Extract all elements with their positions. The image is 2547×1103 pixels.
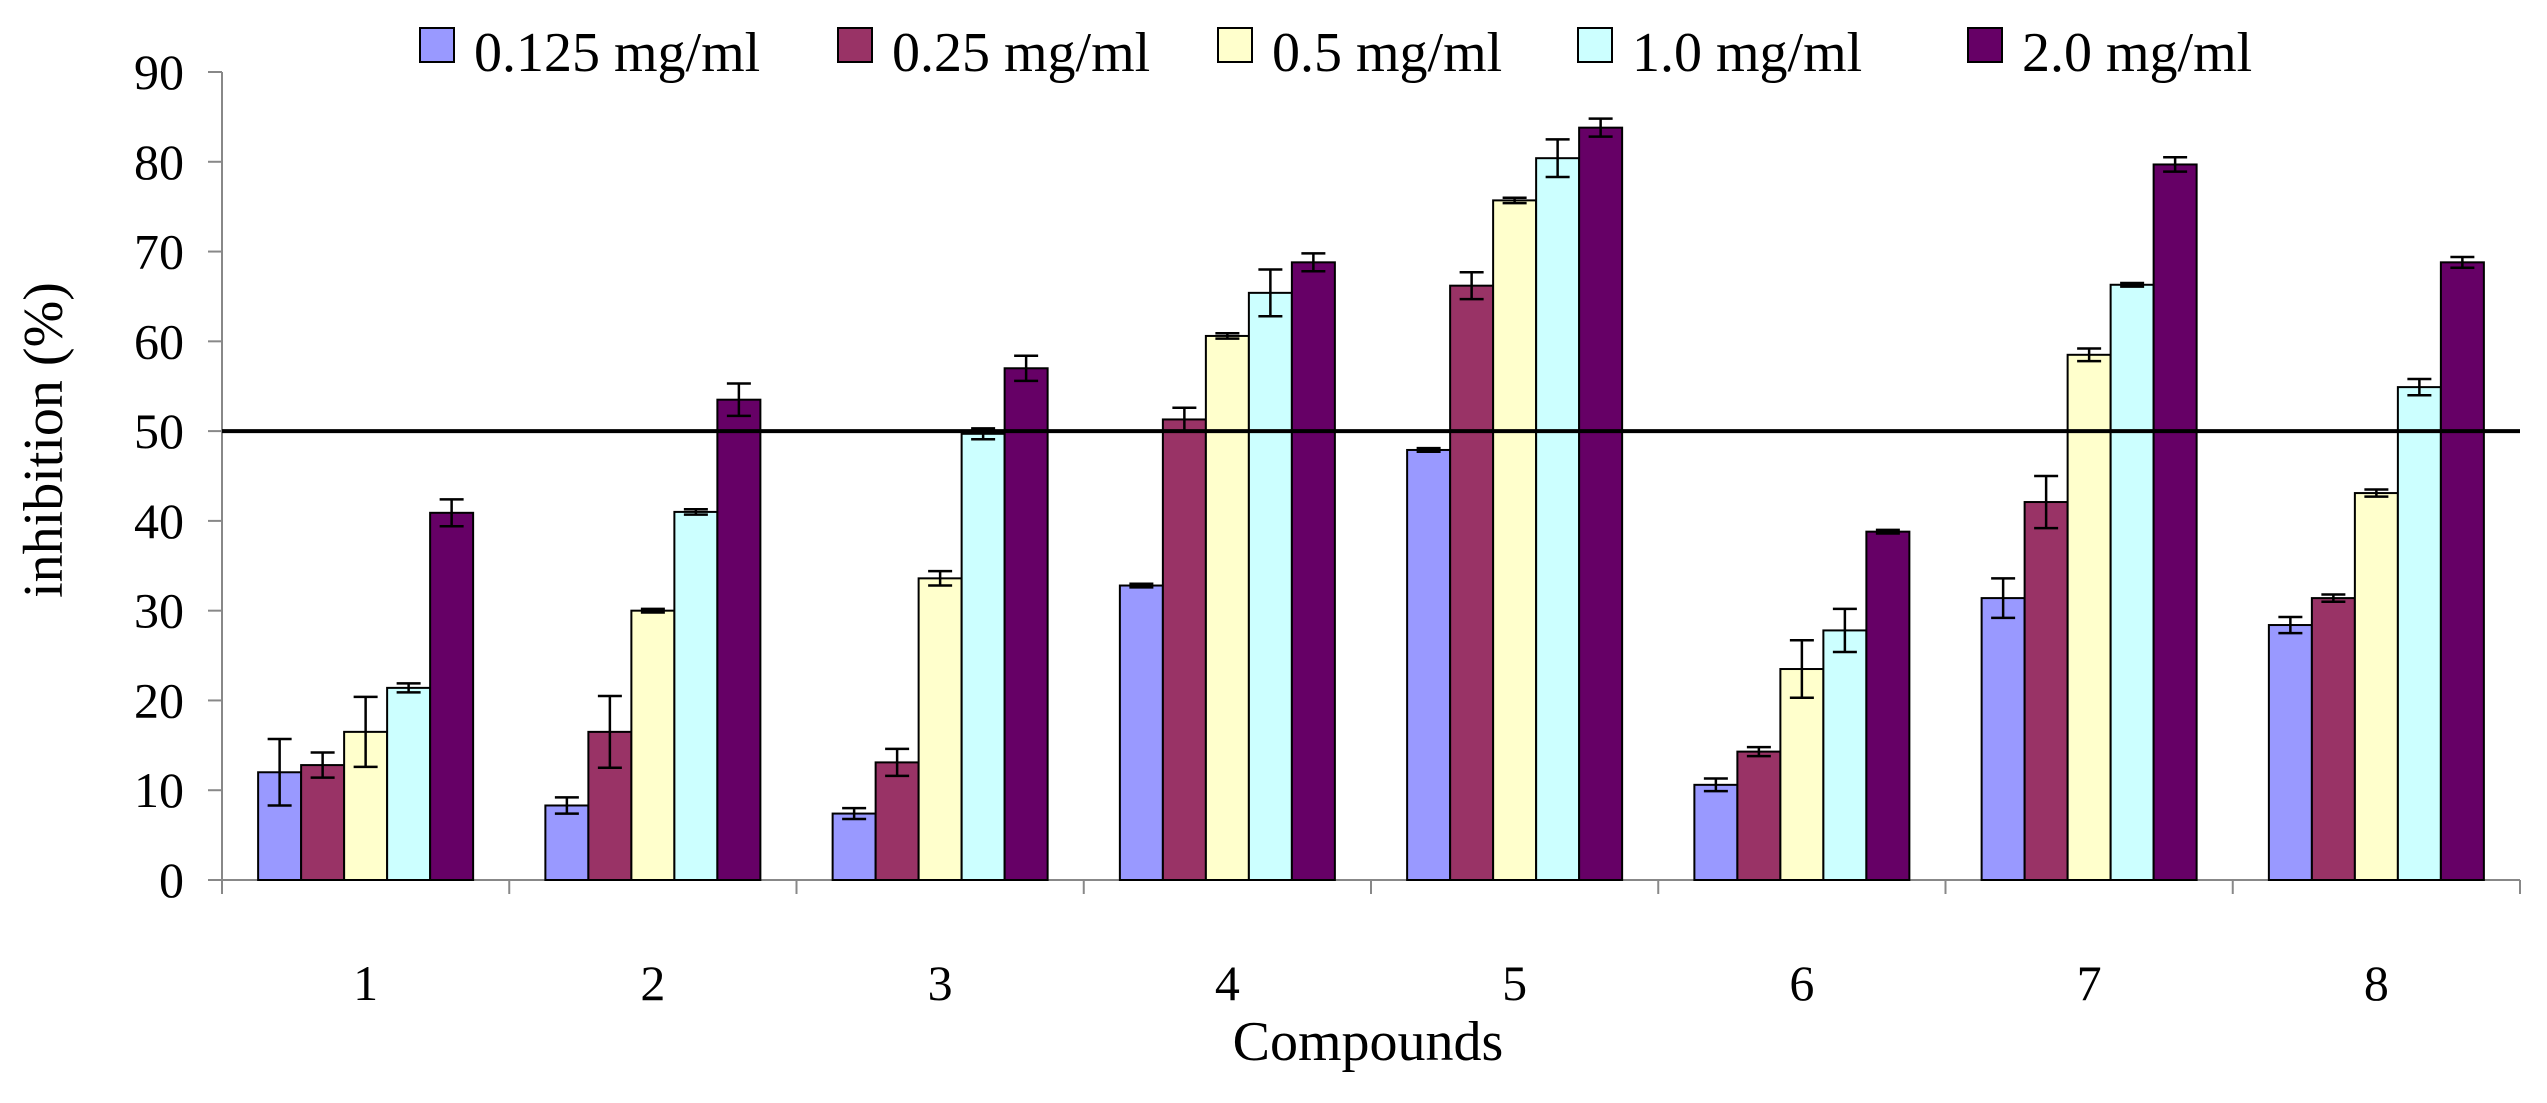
x-category-label: 6 [1789, 955, 1814, 1011]
legend-swatch [1967, 27, 2003, 63]
legend-label: 2.0 mg/ml [2022, 22, 2252, 84]
bar-1-0-mg-ml-compound-6 [1822, 629, 1868, 882]
y-tick-label: 20 [134, 672, 184, 728]
bar-0-25-mg-ml-compound-7 [2023, 501, 2069, 881]
bar-0-125-mg-ml-compound-7 [1980, 597, 2026, 881]
y-tick-label: 60 [134, 313, 184, 369]
legend-swatch [837, 27, 873, 63]
bar-0-5-mg-ml-compound-7 [2066, 353, 2112, 881]
y-tick-label: 10 [134, 762, 184, 818]
bar-0-25-mg-ml-compound-5 [1449, 284, 1495, 882]
legend-label: 1.0 mg/ml [1632, 22, 1862, 84]
x-category-label: 8 [2364, 955, 2389, 1011]
bar-1-0-mg-ml-compound-8 [2396, 386, 2442, 881]
bar-2-0-mg-ml-compound-1 [429, 511, 475, 881]
bar-0-5-mg-ml-compound-4 [1204, 334, 1250, 881]
x-axis: 1 2 3 4 5 6 7 8 [221, 879, 2521, 1011]
bar-1-0-mg-ml-compound-2 [673, 510, 719, 881]
x-category-label: 1 [353, 955, 378, 1011]
bar-0-125-mg-ml-compound-5 [1406, 448, 1452, 881]
bar-0-5-mg-ml-compound-5 [1492, 199, 1538, 882]
bar-2-0-mg-ml-compound-6 [1865, 530, 1911, 881]
legend-swatch [419, 27, 455, 63]
bar-1-0-mg-ml-compound-3 [960, 432, 1006, 881]
y-tick-label: 30 [134, 583, 184, 639]
bar-0-5-mg-ml-compound-2 [630, 609, 676, 882]
bar-2-0-mg-ml-compound-5 [1578, 126, 1624, 881]
bar-1-0-mg-ml-compound-7 [2109, 283, 2155, 882]
error-bars [267, 117, 2475, 821]
x-category-label: 2 [640, 955, 665, 1011]
bar-0-5-mg-ml-compound-3 [917, 577, 963, 881]
x-category-label: 7 [2077, 955, 2102, 1011]
bar-0-25-mg-ml-compound-4 [1161, 418, 1207, 881]
bars [257, 126, 2485, 882]
bar-2-0-mg-ml-compound-7 [2152, 163, 2198, 881]
bar-2-0-mg-ml-compound-3 [1003, 367, 1049, 881]
bar-0-125-mg-ml-compound-2 [544, 804, 590, 881]
bar-2-0-mg-ml-compound-4 [1290, 261, 1336, 881]
bar-0-5-mg-ml-compound-8 [2353, 492, 2399, 881]
y-tick-label: 80 [134, 134, 184, 190]
legend-label: 0.125 mg/ml [474, 22, 760, 84]
bar-0-25-mg-ml-compound-8 [2310, 597, 2356, 881]
bar-2-0-mg-ml-compound-2 [716, 398, 762, 881]
bar-0-125-mg-ml-compound-3 [831, 812, 877, 882]
x-category-label: 5 [1502, 955, 1527, 1011]
y-tick-label: 70 [134, 224, 184, 280]
bar-0-25-mg-ml-compound-3 [874, 761, 920, 881]
bar-0-25-mg-ml-compound-6 [1736, 750, 1782, 882]
legend-label: 0.25 mg/ml [892, 22, 1150, 84]
bar-0-25-mg-ml-compound-1 [300, 764, 346, 882]
bar-1-0-mg-ml-compound-4 [1247, 291, 1293, 881]
y-tick-label: 40 [134, 493, 184, 549]
x-category-label: 4 [1215, 955, 1240, 1011]
bar-2-0-mg-ml-compound-8 [2439, 261, 2485, 881]
legend-swatch [1217, 27, 1253, 63]
y-axis: 0 10 20 30 40 50 60 70 80 90 [134, 44, 223, 908]
legend-swatch [1577, 27, 1613, 63]
bar-0-5-mg-ml-compound-6 [1779, 668, 1825, 881]
y-tick-label: 50 [134, 403, 184, 459]
legend-label: 0.5 mg/ml [1272, 22, 1502, 84]
legend: 0.125 mg/ml 0.25 mg/ml 0.5 mg/ml 1.0 mg/ml 2… [419, 22, 2252, 84]
x-category-label: 3 [928, 955, 953, 1011]
x-axis-title: Compounds [1233, 1011, 1504, 1073]
y-tick-label: 90 [134, 44, 184, 100]
y-axis-title: inhibition (%) [13, 282, 75, 598]
bar-1-0-mg-ml-compound-5 [1535, 157, 1581, 882]
bar-0-125-mg-ml-compound-4 [1118, 584, 1164, 881]
bar-0-125-mg-ml-compound-8 [2267, 624, 2313, 882]
bar-0-125-mg-ml-compound-6 [1693, 783, 1739, 882]
bar-1-0-mg-ml-compound-1 [386, 686, 432, 881]
y-tick-label: 0 [159, 852, 184, 908]
